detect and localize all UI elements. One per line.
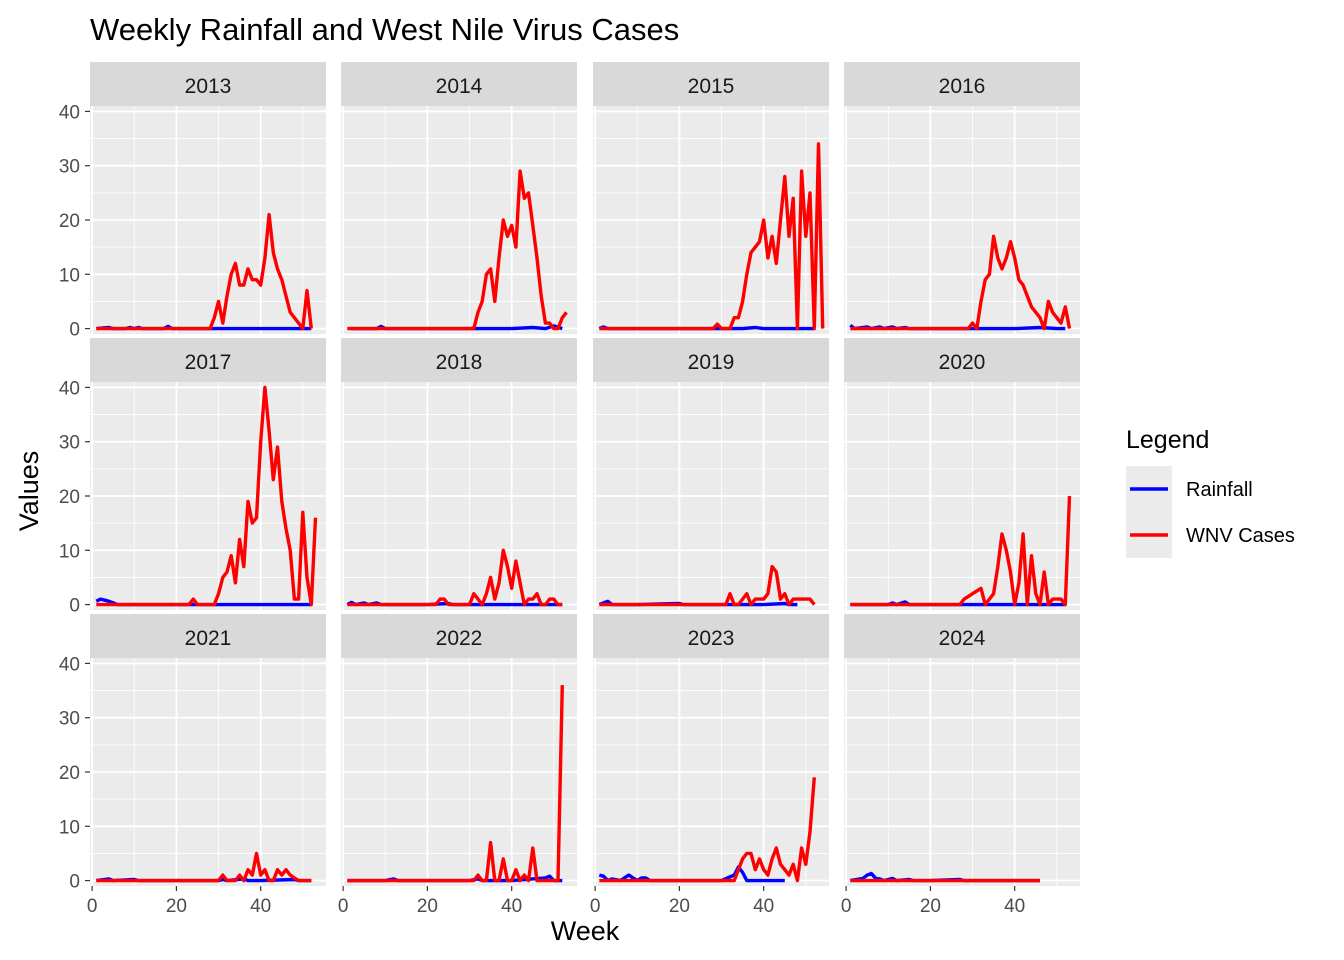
facet-panel-2019: 2019 [593, 338, 829, 610]
facet-panel-2018: 2018 [341, 338, 577, 610]
y-tick-label: 10 [59, 817, 80, 838]
legend-title: Legend [1126, 426, 1209, 454]
y-tick-label: 10 [59, 541, 80, 562]
y-tick-label: 30 [59, 433, 80, 454]
facet-panel-2020: 2020 [844, 338, 1080, 610]
wnv-cases-line [599, 142, 825, 331]
wnv-cases-line [347, 548, 563, 607]
y-tick-label: 10 [59, 265, 80, 286]
legend-label: Rainfall [1186, 479, 1253, 501]
y-axis-title: Values [14, 451, 44, 532]
facet-strip-label: 2020 [939, 351, 986, 374]
y-tick-label: 0 [69, 872, 80, 893]
y-tick-label: 40 [59, 654, 80, 675]
facet-panel-2014: 2014 [341, 62, 577, 334]
y-tick-label: 30 [59, 157, 80, 178]
wnv-cases-line [96, 851, 312, 883]
facet-strip-label: 2016 [939, 75, 986, 98]
x-tick-label: 20 [669, 896, 690, 917]
y-tick-label: 30 [59, 709, 80, 730]
facet-strip-label: 2024 [939, 627, 986, 650]
y-tick-label: 40 [59, 378, 80, 399]
wnv-cases-line [850, 495, 1072, 607]
y-tick-label: 0 [69, 320, 80, 341]
wnv-cases-line [96, 212, 313, 331]
legend: Legend Rainfall WNV Cases [1126, 426, 1295, 558]
facet-panel-2023: 2023 0 20 40 [590, 614, 829, 917]
facet-strip-label: 2014 [436, 75, 483, 98]
facet-panel-2013: 2013 0 10 20 30 40 [59, 62, 326, 341]
facet-strip [593, 338, 829, 382]
facet-strip-label: 2023 [688, 627, 735, 650]
facet-strip [844, 338, 1080, 382]
legend-label: WNV Cases [1186, 525, 1295, 547]
facet-panel-2015: 2015 [593, 62, 829, 334]
chart-title: Weekly Rainfall and West Nile Virus Case… [90, 12, 679, 47]
y-tick-label: 20 [59, 487, 80, 508]
facet-strip-label: 2021 [185, 627, 232, 650]
facet-strip [844, 62, 1080, 106]
facet-panel-2017: 2017 0 10 20 30 40 [59, 338, 326, 617]
x-axis-title: Week [551, 916, 620, 946]
facet-strip-label: 2017 [185, 351, 232, 374]
x-tick-label: 40 [753, 896, 774, 917]
y-tick-label: 20 [59, 211, 80, 232]
wnv-cases-line [347, 685, 564, 883]
x-tick-label: 40 [501, 896, 522, 917]
y-tick-label: 0 [69, 596, 80, 617]
x-tick-label: 0 [87, 896, 98, 917]
x-tick-label: 20 [417, 896, 438, 917]
x-tick-label: 0 [590, 896, 601, 917]
facet-strip [341, 62, 577, 106]
y-tick-label: 20 [59, 763, 80, 784]
x-tick-label: 40 [1004, 896, 1025, 917]
facet-strip [90, 62, 326, 106]
facet-panel-2021: 2021 0 10 20 30 40 0 20 40 [59, 614, 326, 917]
facet-strip-label: 2022 [436, 627, 483, 650]
x-tick-label: 0 [841, 896, 852, 917]
facet-strip [90, 338, 326, 382]
facet-strip-label: 2019 [688, 351, 735, 374]
facet-panel-2024: 2024 0 20 40 [841, 614, 1080, 917]
facet-strip [341, 614, 577, 658]
facet-strip [593, 62, 829, 106]
x-tick-label: 20 [920, 896, 941, 917]
wnv-cases-line [599, 777, 816, 883]
wnv-cases-line [599, 564, 816, 607]
facet-strip-label: 2013 [185, 75, 232, 98]
facet-panel-2022: 2022 0 20 40 [338, 614, 577, 917]
facet-strip-label: 2018 [436, 351, 483, 374]
x-tick-label: 0 [338, 896, 349, 917]
wnv-cases-line [850, 234, 1072, 331]
x-tick-label: 20 [166, 896, 187, 917]
x-tick-label: 40 [250, 896, 271, 917]
facet-strip [844, 614, 1080, 658]
facet-strip [90, 614, 326, 658]
wnv-cases-line [347, 169, 568, 331]
facet-panel-2016: 2016 [844, 62, 1080, 334]
y-tick-label: 40 [59, 102, 80, 123]
facet-strip-label: 2015 [688, 75, 735, 98]
facet-strip [593, 614, 829, 658]
wnv-cases-line [96, 385, 318, 607]
facet-strip [341, 338, 577, 382]
